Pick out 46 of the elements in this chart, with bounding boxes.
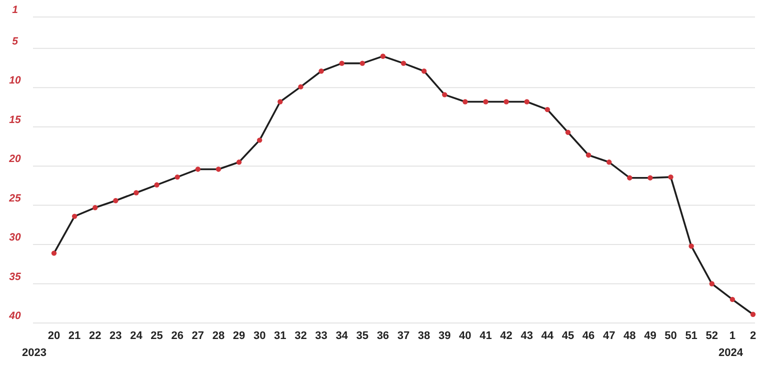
text: 2024 — [718, 347, 743, 359]
x-tick-label: 28 — [212, 330, 225, 342]
x-tick-label: 50 — [664, 330, 677, 342]
x-tick-label: 51 — [685, 330, 698, 342]
x-tick-label: 36 — [376, 330, 390, 342]
y-tick-label: 30 — [9, 232, 21, 244]
text: 2023 — [22, 347, 46, 359]
x-tick-label: 31 — [274, 330, 286, 342]
x-tick-label: 27 — [192, 330, 204, 342]
x-tick-label: 48 — [624, 330, 636, 342]
x-tick-label: 2 — [750, 330, 756, 342]
x-tick-label: 47 — [602, 330, 616, 342]
y-tick-label: 5 — [12, 35, 18, 48]
y-tick-label: 25 — [8, 192, 21, 204]
x-tick-label: 29 — [232, 330, 246, 342]
y-tick-label: 40 — [8, 310, 21, 322]
x-tick-label: 45 — [562, 330, 574, 342]
x-tick-label: 41 — [480, 330, 492, 342]
x-tick-label: 34 — [336, 330, 349, 342]
x-tick-label: 21 — [68, 330, 81, 342]
y-tick-label: 10 — [9, 74, 21, 87]
y-tick-label: 20 — [8, 153, 21, 166]
x-tick-label: 22 — [88, 330, 102, 342]
x-tick-label: 37 — [397, 330, 410, 342]
x-tick-label: 52 — [706, 330, 718, 342]
x-tick-label: 23 — [110, 330, 122, 342]
x-tick-label: 40 — [459, 330, 472, 342]
x-tick-label: 30 — [253, 330, 266, 342]
x-tick-label: 38 — [418, 330, 430, 342]
x-tick-label: 46 — [582, 330, 595, 342]
x-tick-label: 44 — [541, 330, 554, 342]
x-tick-label: 20 — [48, 330, 60, 342]
x-tick-label: 35 — [356, 330, 369, 342]
x-tick-label: 33 — [315, 330, 328, 342]
x-tick-label: 49 — [644, 330, 656, 342]
x-tick-label: 43 — [520, 330, 533, 342]
x-tick-label: 25 — [150, 330, 163, 342]
x-tick-label: 32 — [294, 330, 307, 342]
y-tick-label: 1 — [12, 4, 18, 16]
x-tick-label: 42 — [500, 330, 512, 342]
y-tick-label: 35 — [9, 270, 21, 283]
x-tick-label: 1 — [729, 330, 736, 342]
x-tick-label: 24 — [130, 330, 144, 342]
y-tick-label: 15 — [9, 114, 21, 126]
x-tick-label: 39 — [438, 330, 451, 342]
x-tick-label: 26 — [171, 330, 184, 342]
